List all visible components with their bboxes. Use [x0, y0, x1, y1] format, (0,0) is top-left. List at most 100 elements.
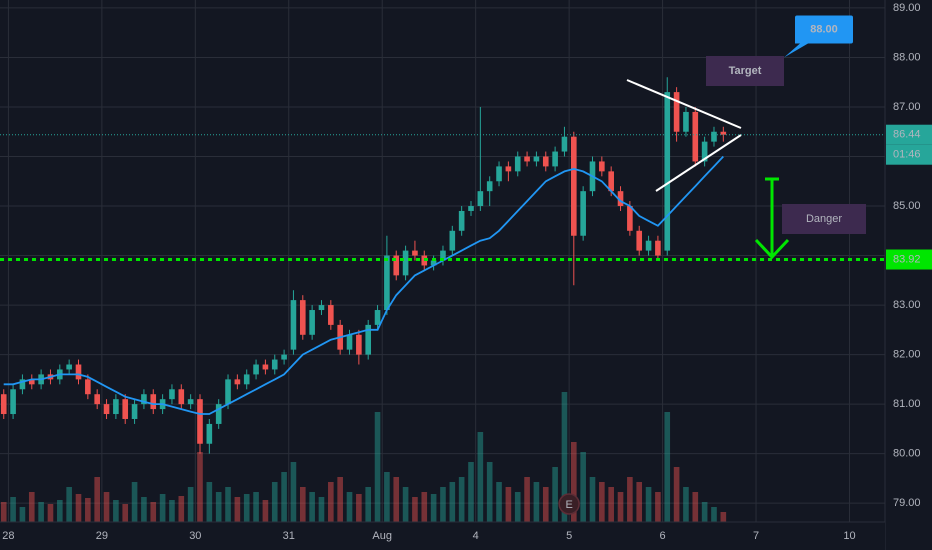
volume-bar — [197, 452, 203, 522]
volume-bar — [66, 487, 72, 522]
volume-bar — [365, 487, 372, 522]
last-price-label: 86.44 — [893, 129, 921, 141]
candle-body — [271, 359, 278, 370]
volume-bar — [570, 442, 577, 522]
volume-bar — [346, 492, 353, 522]
candle-body — [384, 255, 390, 311]
candle-body — [505, 166, 512, 172]
volume-bar — [187, 487, 194, 522]
candle-body — [468, 206, 474, 211]
volume-bar — [47, 504, 54, 522]
x-tick-label: 4 — [473, 530, 479, 542]
candle-body — [664, 92, 671, 251]
volume-bar — [449, 482, 456, 522]
volume-bar — [412, 497, 418, 522]
candle-body — [85, 379, 91, 395]
volume-bar — [243, 494, 250, 522]
volume-bar — [561, 392, 568, 522]
volume-bar — [589, 477, 596, 522]
candle-body — [309, 310, 315, 335]
volume-bar — [524, 477, 530, 522]
volume-bar — [533, 482, 540, 522]
volume-bar — [94, 477, 100, 522]
volume-bar — [477, 432, 484, 522]
volume-bar — [356, 494, 362, 522]
danger-price-label: 83.92 — [893, 253, 921, 265]
candle-body — [66, 364, 72, 370]
candle-body — [720, 131, 727, 135]
volume-bar — [468, 462, 474, 522]
candle-body — [346, 334, 353, 350]
candle-body — [75, 364, 82, 380]
x-tick-label: 30 — [189, 530, 201, 542]
volume-bar — [337, 477, 343, 522]
volume-bar — [309, 492, 315, 522]
candle-body — [169, 389, 175, 400]
y-tick-label: 87.00 — [893, 101, 921, 113]
danger-tag — [886, 249, 932, 270]
candle-body — [524, 156, 530, 162]
volume-bar — [496, 482, 502, 522]
target-price: 88.00 — [810, 23, 838, 35]
price-axis — [885, 0, 932, 550]
volume-bar — [253, 492, 259, 522]
volume-bar — [636, 482, 643, 522]
volume-bar — [580, 452, 586, 522]
volume-bar — [486, 462, 493, 522]
candle-body — [533, 156, 540, 162]
volume-bar — [299, 487, 306, 522]
volume-bar — [514, 492, 521, 522]
candle-body — [683, 111, 689, 132]
y-tick-label: 89.00 — [893, 2, 921, 14]
candle-body — [449, 230, 456, 251]
axis-layer: 79.0080.0081.0082.0083.0084.0085.0086.00… — [2, 2, 932, 542]
candle-body — [206, 423, 213, 444]
candle-body — [243, 374, 250, 385]
candle-body — [645, 240, 652, 251]
candle-body — [365, 324, 372, 355]
candle-body — [103, 404, 110, 415]
danger-box — [782, 204, 866, 234]
volume-bar — [627, 477, 633, 522]
volume-bar — [599, 482, 605, 522]
candle-body — [552, 151, 558, 167]
candle-body — [636, 230, 643, 251]
candle-body — [178, 389, 185, 405]
countdown-label: 01:46 — [893, 149, 921, 161]
x-tick-label: 10 — [843, 530, 855, 542]
candle-body — [440, 250, 446, 261]
danger-arrow — [754, 177, 790, 260]
candle-body — [561, 136, 568, 152]
y-tick-label: 82.00 — [893, 349, 921, 361]
volume-bar — [542, 487, 549, 522]
candle-body — [28, 379, 35, 385]
countdown-tag — [886, 144, 932, 165]
candle-body — [253, 364, 259, 375]
candle-body — [318, 305, 325, 311]
candle-body — [514, 156, 521, 172]
time-axis — [0, 522, 885, 550]
y-tick-label: 80.00 — [893, 448, 921, 460]
volume-bar — [19, 507, 26, 522]
candle-body — [617, 191, 624, 207]
target-callout — [784, 15, 853, 58]
volume-bar — [328, 482, 334, 522]
volume-bar — [655, 492, 661, 522]
danger-label: Danger — [806, 213, 842, 225]
volume-bar — [85, 498, 91, 522]
x-tick-label: 7 — [753, 530, 759, 542]
y-tick-label: 81.00 — [893, 398, 921, 410]
target-label: Target — [729, 65, 762, 77]
candle-body — [580, 191, 586, 236]
volume-bar — [169, 500, 175, 522]
candle-body — [0, 394, 7, 415]
volume-bar — [720, 512, 727, 522]
y-tick-label: 88.00 — [893, 51, 921, 63]
target-box — [706, 56, 784, 86]
volume-bar — [206, 482, 213, 522]
candle-body — [627, 206, 633, 231]
candle-body — [542, 156, 549, 167]
volume-bar — [393, 477, 400, 522]
volume-bar — [701, 502, 708, 522]
